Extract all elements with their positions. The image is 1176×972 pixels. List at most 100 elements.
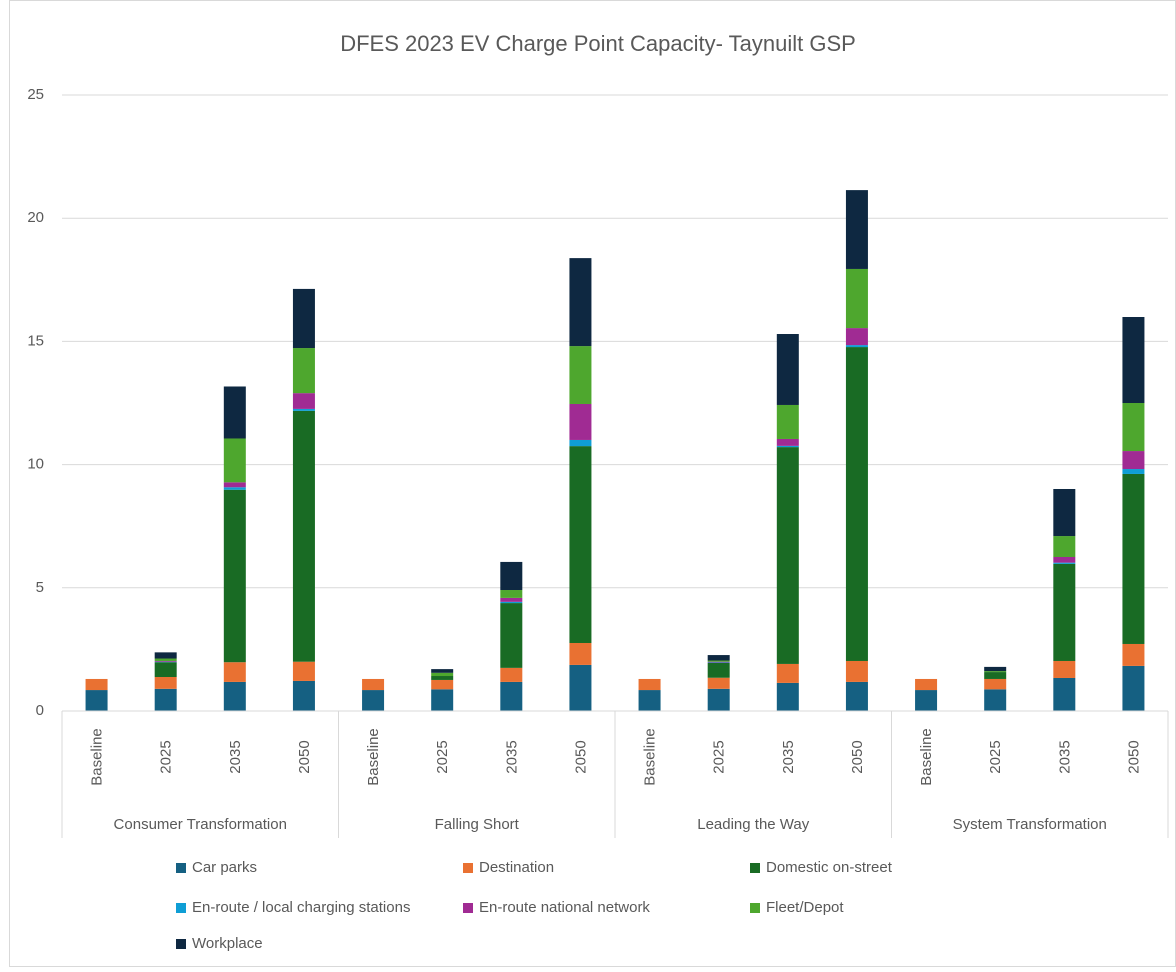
legend-swatch bbox=[750, 863, 760, 873]
bar-segment bbox=[777, 439, 799, 446]
bar-segment bbox=[569, 665, 591, 711]
x-tick-label: 2050 bbox=[296, 740, 313, 773]
x-tick-label: Baseline bbox=[365, 728, 382, 786]
bar-segment bbox=[569, 258, 591, 346]
bar-segment bbox=[708, 689, 730, 711]
bar-segment bbox=[569, 643, 591, 665]
bar-segment bbox=[846, 190, 868, 269]
legend-swatch bbox=[463, 863, 473, 873]
bar-segment bbox=[431, 680, 453, 689]
bar-segment bbox=[155, 659, 177, 661]
y-tick-label: 10 bbox=[27, 456, 44, 473]
bar-segment bbox=[639, 690, 661, 711]
bar-segment bbox=[708, 660, 730, 661]
bar-segment bbox=[708, 663, 730, 678]
group-label: Falling Short bbox=[435, 816, 520, 833]
bar-segment bbox=[224, 490, 246, 662]
bar-segment bbox=[1122, 469, 1144, 474]
bar-segment bbox=[984, 672, 1006, 679]
bar-segment bbox=[500, 590, 522, 598]
x-tick-label: 2025 bbox=[158, 740, 175, 773]
bar-segment bbox=[708, 655, 730, 660]
bar-segment bbox=[224, 482, 246, 487]
bar-segment bbox=[86, 679, 108, 690]
bar-segment bbox=[224, 487, 246, 489]
legend-label: Car parks bbox=[192, 859, 257, 876]
bar-segment bbox=[431, 673, 453, 676]
bar-segment bbox=[431, 689, 453, 711]
bar-segment bbox=[846, 347, 868, 661]
y-tick-label: 20 bbox=[27, 209, 44, 226]
bar-segment bbox=[224, 438, 246, 482]
bar-segment bbox=[915, 679, 937, 690]
x-tick-label: Baseline bbox=[89, 728, 106, 786]
bar-segment bbox=[224, 682, 246, 711]
bar-segment bbox=[1053, 564, 1075, 661]
bar-segment bbox=[1122, 666, 1144, 711]
legend-swatch bbox=[176, 939, 186, 949]
bar-segment bbox=[777, 447, 799, 664]
legend-swatch bbox=[176, 863, 186, 873]
x-tick-label: 2025 bbox=[711, 740, 728, 773]
legend-swatch bbox=[750, 903, 760, 913]
bar-segment bbox=[984, 671, 1006, 672]
legend-label: Destination bbox=[479, 859, 554, 876]
bar-segment bbox=[984, 689, 1006, 711]
bar-segment bbox=[293, 662, 315, 681]
x-tick-label: 2025 bbox=[434, 740, 451, 773]
x-tick-label: Baseline bbox=[642, 728, 659, 786]
bar-segment bbox=[86, 690, 108, 711]
bar-segment bbox=[569, 346, 591, 404]
bar-segment bbox=[984, 667, 1006, 671]
bar-segment bbox=[500, 598, 522, 602]
bar-segment bbox=[1053, 489, 1075, 536]
bar-segment bbox=[846, 328, 868, 345]
legend-label: Workplace bbox=[192, 935, 263, 952]
legend-swatch bbox=[463, 903, 473, 913]
bar-segment bbox=[293, 681, 315, 711]
bar-segment bbox=[1053, 563, 1075, 564]
y-tick-label: 15 bbox=[27, 332, 44, 349]
bar-segment bbox=[224, 386, 246, 438]
x-tick-label: 2050 bbox=[849, 740, 866, 773]
bar-segment bbox=[777, 334, 799, 405]
bar-segment bbox=[1122, 474, 1144, 644]
bar-segment bbox=[846, 682, 868, 711]
bar-segment bbox=[569, 440, 591, 446]
chart-title: DFES 2023 EV Charge Point Capacity- Tayn… bbox=[340, 31, 856, 56]
bar-segment bbox=[846, 661, 868, 682]
bar-segment bbox=[1122, 644, 1144, 666]
bar-segment bbox=[1122, 403, 1144, 451]
bar-segment bbox=[500, 602, 522, 603]
x-tick-label: 2035 bbox=[503, 740, 520, 773]
group-label: Leading the Way bbox=[697, 816, 810, 833]
x-tick-label: 2035 bbox=[227, 740, 244, 773]
bar-segment bbox=[708, 678, 730, 689]
x-tick-label: Baseline bbox=[918, 728, 935, 786]
bar-segment bbox=[1053, 661, 1075, 678]
legend-label: Domestic on-street bbox=[766, 859, 893, 876]
bar-segment bbox=[293, 393, 315, 409]
bar-segment bbox=[500, 668, 522, 682]
legend-label: En-route national network bbox=[479, 899, 650, 916]
group-label: System Transformation bbox=[953, 816, 1107, 833]
bar-segment bbox=[777, 683, 799, 711]
x-tick-label: 2035 bbox=[780, 740, 797, 773]
bar-segment bbox=[708, 662, 730, 663]
group-label: Consumer Transformation bbox=[114, 816, 287, 833]
bar-segment bbox=[639, 679, 661, 690]
bar-segment bbox=[293, 411, 315, 662]
bar-segment bbox=[293, 289, 315, 348]
legend-label: Fleet/Depot bbox=[766, 899, 844, 916]
bar-segment bbox=[155, 689, 177, 711]
legend-label: En-route / local charging stations bbox=[192, 899, 410, 916]
bar-segment bbox=[155, 661, 177, 662]
bar-segment bbox=[1053, 536, 1075, 557]
bar-segment bbox=[777, 446, 799, 447]
bar-segment bbox=[431, 676, 453, 680]
bar-segment bbox=[500, 562, 522, 590]
bar-segment bbox=[1122, 317, 1144, 403]
x-tick-label: 2050 bbox=[1125, 740, 1142, 773]
